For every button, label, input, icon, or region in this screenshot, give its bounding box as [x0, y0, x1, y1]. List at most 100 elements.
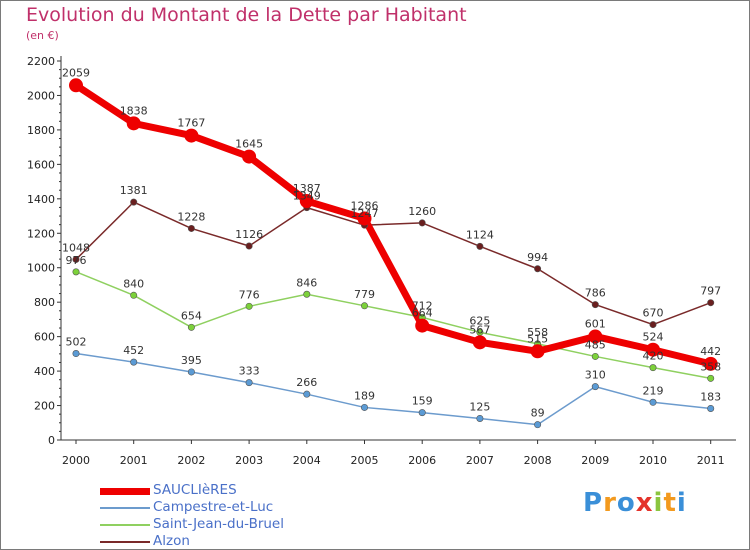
data-point [72, 350, 80, 358]
data-point [245, 302, 253, 310]
logo-letter: t [663, 488, 677, 518]
data-label: 1767 [177, 117, 205, 130]
data-label: 558 [527, 326, 548, 339]
data-point [415, 318, 430, 333]
data-point [130, 198, 138, 206]
data-label: 776 [239, 288, 260, 301]
data-point [360, 403, 368, 411]
data-label: 452 [123, 344, 144, 357]
logo-letter: r [603, 488, 617, 518]
series-line [75, 271, 711, 380]
data-point [707, 299, 715, 307]
data-label: 1387 [293, 182, 321, 195]
data-label: 1228 [177, 210, 205, 223]
data-label: 1286 [351, 199, 379, 212]
data-label: 524 [643, 331, 664, 344]
legend-swatch [100, 487, 150, 495]
data-label: 1838 [120, 104, 148, 117]
data-point [476, 242, 484, 250]
y-tick-label: 1600 [27, 158, 55, 171]
legend-label: SAUCLIèRES [153, 482, 237, 498]
data-label: 183 [700, 390, 721, 403]
data-point [472, 335, 487, 350]
data-point [649, 364, 657, 372]
data-label: 159 [412, 395, 433, 408]
data-label: 1124 [466, 228, 494, 241]
x-tick-label: 2008 [524, 454, 552, 467]
data-label: 485 [585, 338, 606, 351]
y-tick-label: 1400 [27, 193, 55, 206]
data-label: 310 [585, 369, 606, 382]
y-tick-label: 2200 [27, 55, 55, 68]
data-point [588, 329, 603, 344]
data-point [357, 211, 372, 226]
data-label: 670 [643, 307, 664, 320]
data-label: 125 [469, 400, 490, 413]
data-label: 333 [239, 365, 260, 378]
legend-swatch [100, 541, 150, 543]
data-label: 1349 [293, 190, 321, 203]
series-line [75, 201, 711, 326]
data-point [418, 409, 426, 417]
data-label: 786 [585, 287, 606, 300]
data-point [303, 290, 311, 298]
x-tick-label: 2001 [120, 454, 148, 467]
legend-label: Alzon [153, 533, 190, 549]
data-label: 840 [123, 277, 144, 290]
data-point [299, 194, 314, 209]
legend-swatch [100, 507, 150, 509]
chart-subtitle: (en €) [26, 29, 59, 42]
x-tick-label: 2005 [351, 454, 379, 467]
data-label: 601 [585, 317, 606, 330]
data-label: 358 [700, 360, 721, 373]
data-label: 1126 [235, 228, 263, 241]
data-point [245, 242, 253, 250]
data-point [530, 344, 545, 359]
data-label: 779 [354, 288, 375, 301]
data-label: 189 [354, 389, 375, 402]
data-point [242, 149, 257, 164]
data-label: 664 [412, 307, 433, 320]
data-point [303, 390, 311, 398]
legend-label: Saint-Jean-du-Bruel [153, 516, 284, 532]
x-tick-label: 2003 [235, 454, 263, 467]
data-point [245, 379, 253, 387]
data-label: 976 [66, 254, 87, 267]
data-point [534, 265, 542, 273]
data-label: 420 [643, 350, 664, 363]
data-point [646, 342, 660, 357]
x-tick-label: 2009 [581, 454, 609, 467]
data-label: 266 [296, 376, 317, 389]
data-point [187, 368, 195, 376]
data-point [126, 116, 141, 131]
data-point [187, 224, 195, 232]
chart-title: Evolution du Montant de la Dette par Hab… [26, 4, 467, 26]
data-label: 1260 [408, 205, 436, 218]
proxiti-logo: Proxiti [583, 488, 687, 518]
data-label: 712 [412, 299, 433, 312]
y-tick-label: 1000 [27, 262, 55, 275]
legend-label: Campestre-et-Luc [153, 499, 274, 515]
data-point [69, 78, 83, 93]
y-tick-label: 1800 [27, 124, 55, 137]
data-label: 567 [469, 323, 490, 336]
x-tick-label: 2010 [639, 454, 667, 467]
data-label: 442 [700, 345, 721, 358]
y-tick-label: 800 [34, 296, 55, 309]
data-label: 994 [527, 251, 548, 264]
logo-letter: x [635, 488, 654, 518]
data-point [72, 268, 80, 276]
data-point [591, 301, 599, 309]
data-label: 1381 [120, 184, 148, 197]
logo-letter: P [583, 488, 604, 518]
data-label: 2059 [62, 66, 90, 79]
data-label: 502 [66, 336, 87, 349]
y-tick-label: 400 [34, 365, 55, 378]
data-point [187, 323, 195, 331]
data-point [184, 128, 199, 143]
data-point [591, 383, 599, 391]
data-label: 1645 [235, 138, 263, 151]
x-tick-label: 2002 [177, 454, 205, 467]
legend-swatch [100, 524, 150, 526]
